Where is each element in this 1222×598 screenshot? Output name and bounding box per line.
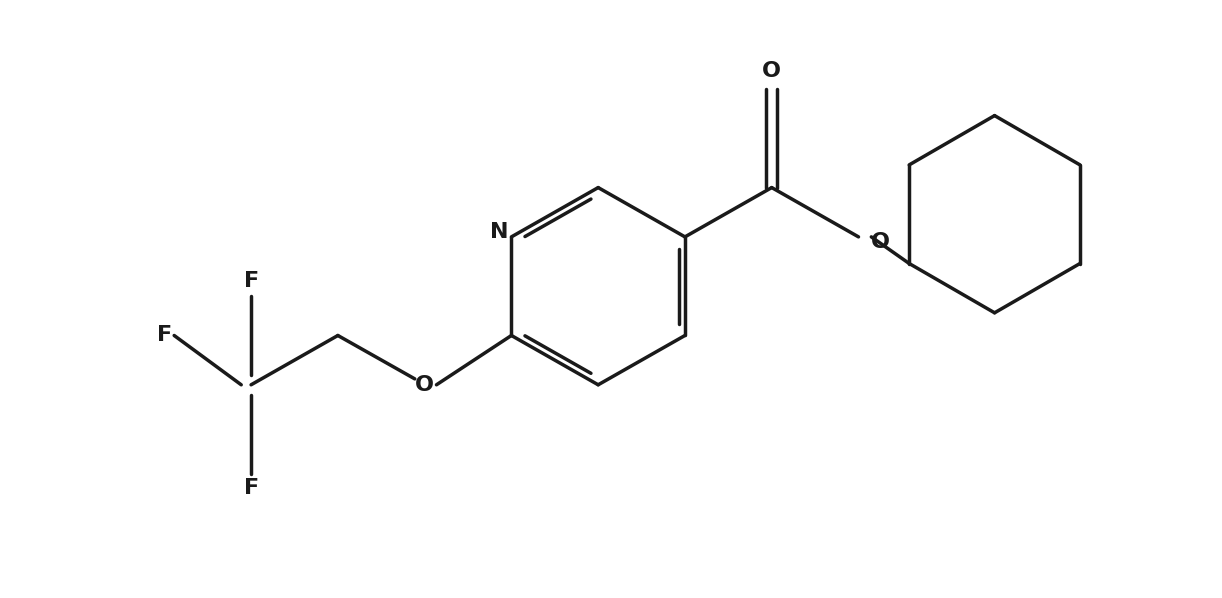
Text: N: N (490, 222, 508, 242)
Text: O: O (415, 375, 434, 395)
Text: F: F (243, 478, 259, 498)
Text: F: F (156, 325, 172, 346)
Text: F: F (243, 271, 259, 291)
Text: O: O (763, 61, 781, 81)
Text: O: O (871, 232, 890, 252)
